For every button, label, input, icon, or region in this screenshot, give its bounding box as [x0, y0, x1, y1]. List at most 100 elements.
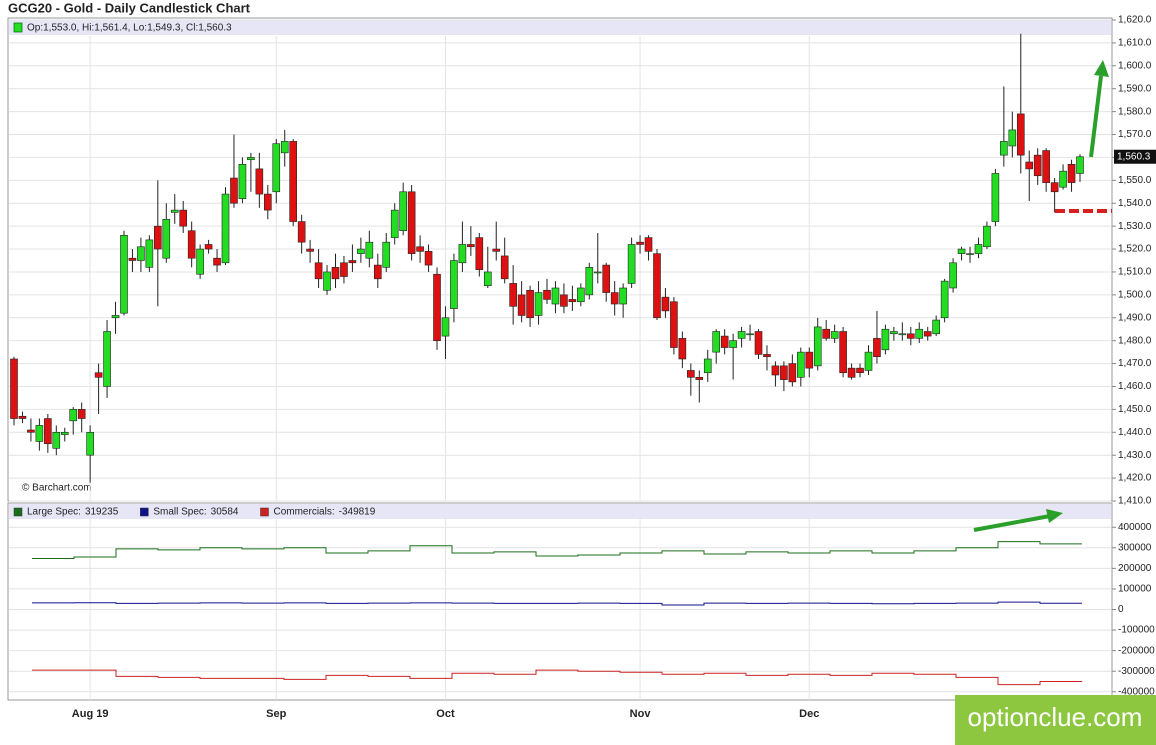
y-tick-label: 1,600.0 — [1118, 60, 1152, 71]
legend-label: Commercials: — [273, 507, 334, 518]
candle-body — [399, 191, 407, 232]
watermark-box — [955, 695, 1156, 745]
candle-body — [712, 331, 721, 353]
y-tick-label: 1,530.0 — [1118, 221, 1152, 232]
y-tick-label: 1,440.0 — [1118, 427, 1152, 438]
candle-body — [847, 367, 856, 378]
candle-body — [357, 248, 365, 254]
y-tick-label: 1,410.0 — [1118, 496, 1152, 507]
candle-body — [103, 331, 111, 387]
candle-body — [881, 328, 890, 351]
y-tick-label: -200000 — [1118, 645, 1155, 656]
candle-body — [754, 331, 763, 355]
candle-body — [551, 287, 560, 305]
candle-body — [670, 301, 678, 348]
candle-body — [627, 244, 636, 284]
y-tick-label: 1,420.0 — [1118, 473, 1152, 484]
candle-body — [830, 331, 839, 339]
series-line — [32, 669, 1082, 686]
candle-body — [1059, 170, 1067, 188]
y-tick-label: -100000 — [1118, 625, 1155, 636]
candle-body — [365, 241, 374, 259]
candle-body — [619, 287, 627, 305]
candle-body — [170, 209, 179, 213]
candle-body — [593, 271, 602, 274]
candle-body — [568, 299, 577, 303]
candle-body — [238, 164, 247, 199]
legend-swatch — [260, 507, 269, 517]
candle-body — [560, 294, 568, 307]
x-tick-label: Dec — [799, 708, 819, 720]
candle-body — [915, 328, 924, 339]
candle-body — [179, 209, 188, 227]
y-tick-label: 1,430.0 — [1118, 450, 1152, 461]
y-tick-label: 1,520.0 — [1118, 244, 1152, 255]
candle-body — [154, 225, 162, 250]
x-tick-label: Nov — [630, 708, 652, 720]
candle-body — [517, 294, 526, 316]
candle-body — [797, 351, 805, 378]
candle-body — [407, 191, 416, 254]
candle-body — [839, 331, 847, 374]
candle-body — [373, 264, 382, 280]
candle-body — [221, 193, 230, 264]
candle-body — [543, 289, 551, 300]
y-tick-label: 1,490.0 — [1118, 312, 1152, 323]
candle-body — [957, 248, 966, 254]
candle-body — [678, 338, 687, 360]
y-tick-label: -300000 — [1118, 666, 1155, 677]
candle-body — [923, 331, 932, 337]
candle-body — [636, 241, 644, 245]
marks — [10, 33, 1084, 686]
candle-body — [1000, 141, 1008, 156]
y-tick-label: 0 — [1118, 604, 1124, 615]
y-tick-label: 1,570.0 — [1118, 129, 1152, 140]
candle-body — [695, 377, 704, 380]
candle-body — [458, 244, 467, 264]
candle-body — [323, 271, 331, 291]
legend-strip — [9, 504, 1111, 519]
candle-body — [661, 296, 670, 312]
candle-body — [805, 351, 814, 369]
candle-body — [86, 431, 94, 456]
candle-body — [450, 260, 458, 309]
y-tick-label: 400000 — [1118, 522, 1152, 533]
candle-body — [500, 255, 509, 280]
candle-body — [111, 315, 120, 319]
candle-body — [94, 372, 103, 378]
y-tick-label: -400000 — [1118, 686, 1155, 697]
legend-value: 319235 — [85, 507, 119, 518]
y-tick-label: 1,550.0 — [1118, 175, 1152, 186]
candle-body — [60, 431, 69, 435]
y-tick-label: 1,590.0 — [1118, 83, 1152, 94]
chart-title: GCG20 - Gold - Daily Candlestick Chart — [8, 0, 251, 15]
candle-body — [1033, 154, 1042, 177]
y-tick-label: 1,580.0 — [1118, 106, 1152, 117]
y-tick-label: 1,510.0 — [1118, 267, 1152, 278]
candle-body — [1042, 150, 1050, 183]
candle-body — [873, 338, 881, 357]
candle-body — [297, 221, 306, 243]
candle-body — [966, 253, 974, 255]
y-tick-label: 1,480.0 — [1118, 335, 1152, 346]
candle-body — [44, 418, 52, 445]
candle-body — [424, 251, 433, 266]
series-line — [32, 541, 1082, 559]
source: © Barchart.com — [22, 483, 92, 494]
candle-body — [983, 225, 991, 248]
legend-label: Small Spec: — [153, 507, 206, 518]
candle-body — [1076, 156, 1084, 174]
candle-body — [255, 168, 264, 195]
candle-body — [788, 363, 797, 383]
y-tick-label: 1,620.0 — [1118, 15, 1152, 26]
watermark: optionclue.com — [968, 702, 1143, 732]
ohlc-label: Op:1,553.0, Hi:1,561.4, Lo:1,549.3, Cl:1… — [27, 23, 232, 34]
y-tick-label: 1,450.0 — [1118, 404, 1152, 415]
candle-body — [940, 280, 949, 319]
series-line — [32, 601, 1082, 606]
legend-value: 30584 — [211, 507, 239, 518]
arrow-head — [1094, 60, 1109, 77]
last-price-tag — [1114, 149, 1156, 164]
candle-body — [644, 237, 653, 252]
